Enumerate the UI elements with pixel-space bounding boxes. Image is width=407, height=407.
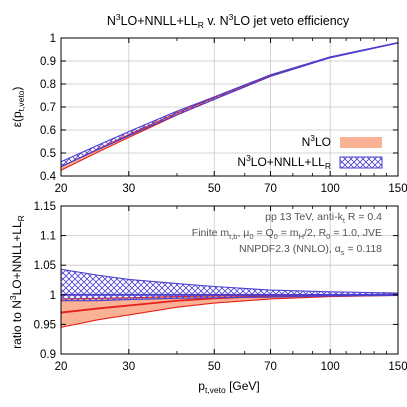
band-lower-edge-1 <box>60 42 399 168</box>
y-tick-label: 1 <box>50 33 56 45</box>
bottom-panel-ticks <box>60 205 399 355</box>
x-tick-label: 100 <box>321 361 340 373</box>
top-panel-bands <box>60 42 399 171</box>
y-tick-label: 1.15 <box>34 201 56 213</box>
band-0 <box>61 42 398 171</box>
bottom-panel-bands <box>60 268 399 328</box>
band-lower-edge-0 <box>60 42 399 171</box>
x-tick-label: 100 <box>321 183 340 195</box>
x-tick-label: 20 <box>55 183 68 195</box>
x-tick-label: 150 <box>388 361 407 373</box>
y-tick-label: 1.05 <box>34 260 56 272</box>
x-tick-labels: 20 30 50 70 100 150 20 30 50 70 100 150 <box>55 183 407 373</box>
band-0 <box>61 294 398 328</box>
y-tick-label: 0.95 <box>34 319 56 331</box>
y-tick-label: 1 <box>50 290 56 302</box>
x-tick-label: 150 <box>388 183 407 195</box>
x-tick-label: 70 <box>264 183 277 195</box>
band-upper-edge-1 <box>60 268 399 294</box>
y-tick-label: 1.1 <box>40 231 56 243</box>
band-lower-edge-1 <box>61 294 399 302</box>
legend-swatch-matched <box>339 156 383 169</box>
y-tick-label: 0.4 <box>40 171 57 183</box>
band-1 <box>61 269 398 301</box>
annotation-collider: pp 13 TeV, anti-kt R = 0.4 <box>265 211 382 225</box>
x-tick-label: 50 <box>208 361 221 373</box>
bottom-y-axis-label: ratio to N3LO+NNLL+LLR <box>8 215 26 349</box>
top-panel-grid <box>61 38 398 176</box>
band-lower-edge-0 <box>60 294 399 328</box>
annotation-scales: Finite mt,b, μ0 = Q0 = mH/2, R0 = 1.0, J… <box>192 227 382 241</box>
x-tick-label: 30 <box>122 361 135 373</box>
chart-title: N3LO+NNLL+LLR v. N3LO jet veto efficienc… <box>107 12 350 30</box>
y-tick-label: 0.9 <box>40 349 56 361</box>
y-tick-label: 0.6 <box>40 125 56 137</box>
annotation-pdf: NNPDF2.3 (NNLO), αs = 0.118 <box>239 243 382 257</box>
x-tick-label: 20 <box>55 361 68 373</box>
x-tick-label: 30 <box>122 183 135 195</box>
y-tick-label: 0.5 <box>40 148 56 160</box>
top-panel-ticks <box>60 37 399 177</box>
x-tick-label: 70 <box>264 361 277 373</box>
bottom-panel-frame <box>60 205 399 355</box>
y-tick-label: 0.9 <box>40 56 56 68</box>
band-upper-edge-1 <box>60 42 399 163</box>
x-tick-label: 50 <box>208 183 221 195</box>
band-upper-edge-0 <box>60 42 399 168</box>
top-y-tick-labels: 0.4 0.5 0.6 0.7 0.8 0.9 1 <box>40 33 57 183</box>
x-axis-label: pt,veto [GeV] <box>198 379 260 395</box>
top-y-axis-label: ε(pt,veto) <box>10 87 26 128</box>
legend-swatch-n3lo <box>340 137 382 148</box>
legend-label-matched: N3LO+NNLL+LLR <box>237 153 331 171</box>
y-tick-label: 0.7 <box>40 102 56 114</box>
y-tick-label: 0.8 <box>40 79 56 91</box>
legend-label-n3lo: N3LO <box>302 133 331 149</box>
legend: N3LO N3LO+NNLL+LLR <box>237 133 383 171</box>
bottom-y-tick-labels: 0.9 0.95 1 1.05 1.1 1.15 <box>34 201 56 361</box>
